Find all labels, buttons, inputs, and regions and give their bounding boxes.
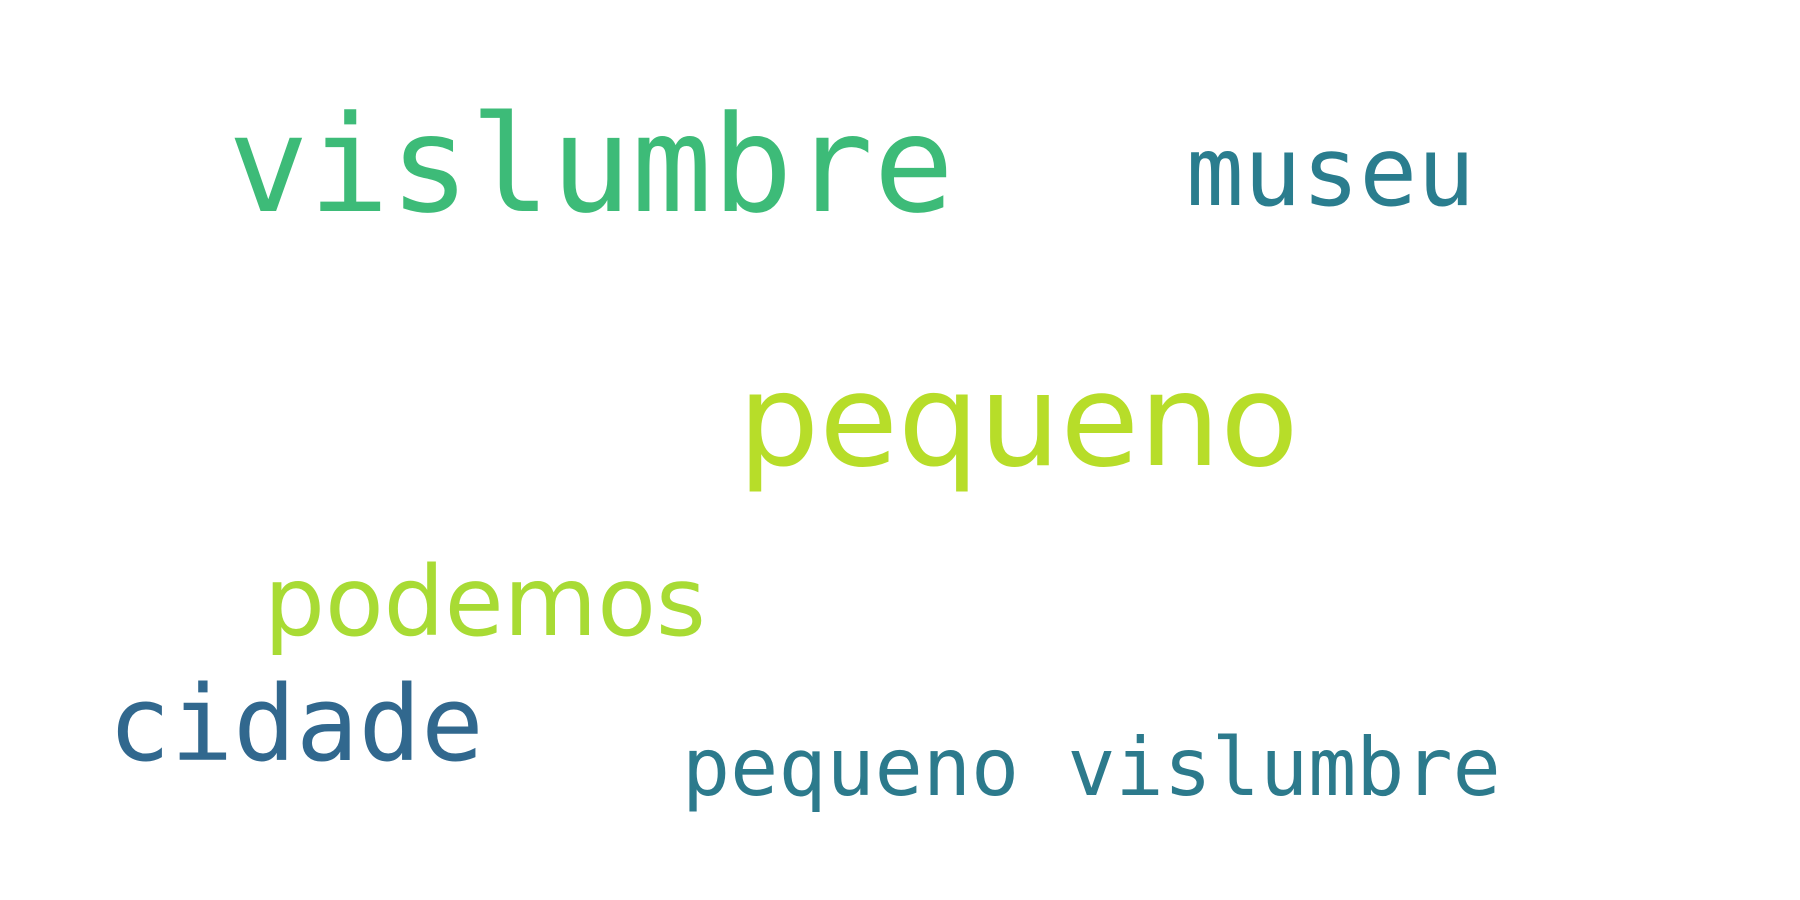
word-cidade: cidade (108, 663, 484, 785)
word-pequeno-vislumbre: pequeno vislumbre (682, 721, 1501, 814)
word-podemos: podemos (264, 546, 706, 658)
word-vislumbre: vislumbre (228, 87, 955, 243)
word-museu: museu (1186, 116, 1475, 228)
word-pequeno: pequeno (738, 347, 1299, 496)
